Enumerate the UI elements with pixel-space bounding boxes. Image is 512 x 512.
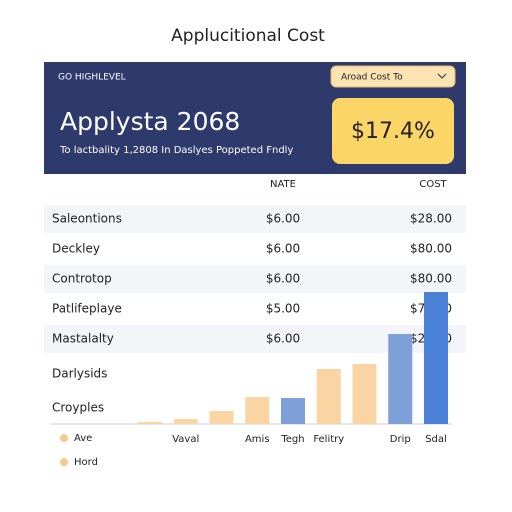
rate-cell: $6.00 [266, 242, 300, 256]
row-band [44, 265, 466, 293]
legend-label: Hord [74, 457, 98, 468]
row-name: Deckley [52, 242, 100, 256]
bar [352, 364, 377, 424]
row-name: Croyples [52, 401, 104, 415]
column-header: COST [419, 179, 447, 190]
dropdown-label[interactable]: Aroad Cost To [341, 73, 403, 83]
bar [388, 334, 413, 424]
kpi-value: $17.4% [351, 119, 435, 144]
x-tick-label: Tegh [280, 434, 304, 445]
row-band [44, 205, 466, 233]
column-header: NATE [270, 179, 296, 190]
heading: Applysta 2068 [60, 107, 240, 136]
subheading: To lactbality 1,2808 In Daslyes Poppeted… [59, 145, 293, 156]
kpi-box [332, 98, 454, 164]
row-name: Patlifeplaye [52, 302, 122, 316]
bar [245, 397, 270, 424]
bar [173, 419, 198, 424]
rate-cell: $6.00 [266, 212, 300, 226]
dropdown[interactable] [330, 65, 456, 88]
rate-cell: $6.00 [266, 272, 300, 286]
row-name: Saleontions [52, 212, 122, 226]
row-name: Mastalalty [52, 332, 114, 346]
bar [424, 292, 448, 424]
bar [316, 369, 341, 424]
x-tick-label: Felitry [313, 434, 344, 445]
rate-cell: $6.00 [266, 332, 300, 346]
chevron [437, 73, 447, 79]
bar [281, 398, 305, 424]
x-tick-label: Vaval [172, 434, 199, 445]
cost-cell: $80.00 [410, 272, 452, 286]
page-title: Applucitional Cost [171, 26, 325, 46]
cost-cell: $80.00 [410, 242, 452, 256]
bar [209, 411, 234, 424]
x-tick-label: Amis [245, 434, 270, 445]
column-header-bar [44, 174, 466, 192]
row-name: Controtop [52, 272, 112, 286]
cost-cell: $28.00 [410, 212, 452, 226]
row-name: Darlysids [52, 367, 107, 381]
legend-label: Ave [74, 433, 92, 444]
x-tick-label: Drip [390, 434, 411, 445]
x-tick-label: Sdal [425, 434, 447, 445]
bar [138, 422, 162, 424]
brand: GO HIGHLEVEL [58, 73, 126, 83]
legend-swatch [60, 458, 68, 466]
legend-swatch [60, 434, 68, 442]
rate-cell: $5.00 [266, 302, 300, 316]
